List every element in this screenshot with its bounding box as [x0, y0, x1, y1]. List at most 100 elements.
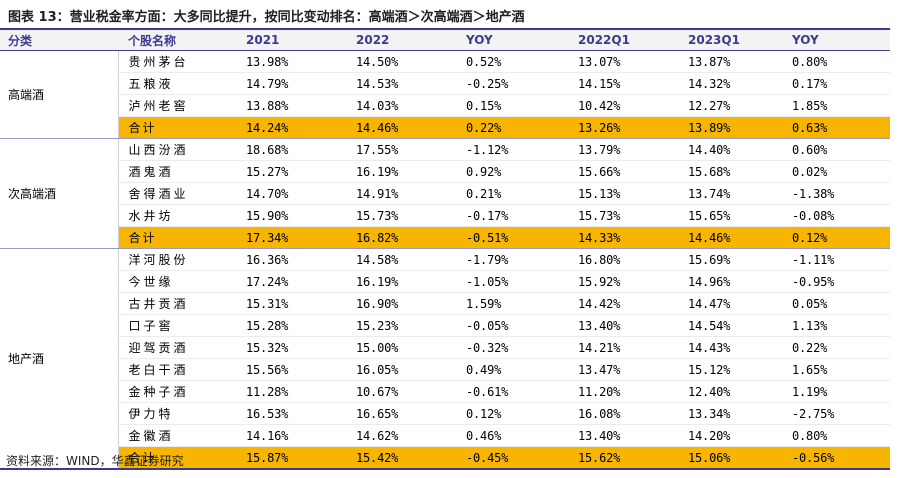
value-cell-yoyq: 1.85%: [782, 94, 890, 117]
value-cell-yoyq: -1.38%: [782, 182, 890, 205]
value-cell-v2023q1: 15.12%: [678, 358, 782, 381]
table-total-row: 合计 15.87% 15.42% -0.45% 15.62% 15.06% -0.56%: [0, 446, 890, 470]
value-cell-v2021: 17.34%: [236, 226, 346, 249]
value-cell-v2022q1: 16.80%: [568, 248, 678, 271]
stock-name-cell: 五粮液: [118, 72, 236, 95]
value-cell-v2023q1: 14.46%: [678, 226, 782, 249]
category-cell: 地产酒: [0, 248, 119, 470]
value-cell-v2022q1: 15.73%: [568, 204, 678, 227]
stock-name-cell: 泸州老窖: [118, 94, 236, 117]
value-cell-yoyq: 0.12%: [782, 226, 890, 249]
value-cell-v2022q1: 13.47%: [568, 358, 678, 381]
value-cell-v2022q1: 13.26%: [568, 116, 678, 139]
value-cell-yoy: -1.12%: [456, 138, 568, 161]
table-row: 酒鬼酒 15.27% 16.19% 0.92% 15.66% 15.68% 0.02%: [0, 160, 890, 183]
table-row: 金徽酒 14.16% 14.62% 0.46% 13.40% 14.20% 0.80%: [0, 424, 890, 447]
value-cell-yoy: -0.17%: [456, 204, 568, 227]
stock-name-cell: 洋河股份: [118, 248, 236, 271]
stock-name-cell: 伊力特: [118, 402, 236, 425]
value-cell-v2022q1: 15.66%: [568, 160, 678, 183]
value-cell-v2022q1: 15.13%: [568, 182, 678, 205]
category-cell: 高端酒: [0, 50, 119, 139]
value-cell-v2022q1: 10.42%: [568, 94, 678, 117]
value-cell-v2021: 15.31%: [236, 292, 346, 315]
value-cell-v2022q1: 15.92%: [568, 270, 678, 293]
value-cell-v2023q1: 13.89%: [678, 116, 782, 139]
value-cell-yoy: 0.52%: [456, 50, 568, 73]
value-cell-v2022: 14.62%: [346, 424, 456, 447]
value-cell-v2021: 16.36%: [236, 248, 346, 271]
value-cell-yoy: -0.32%: [456, 336, 568, 359]
value-cell-yoyq: 0.02%: [782, 160, 890, 183]
value-cell-v2021: 11.28%: [236, 380, 346, 403]
header-stock-name: 个股名称: [118, 28, 236, 51]
header-2023q1: 2023Q1: [678, 28, 782, 51]
value-cell-v2023q1: 15.06%: [678, 446, 782, 470]
value-cell-yoyq: -0.56%: [782, 446, 890, 470]
value-cell-yoyq: 1.65%: [782, 358, 890, 381]
value-cell-v2021: 13.98%: [236, 50, 346, 73]
value-cell-v2023q1: 15.68%: [678, 160, 782, 183]
value-cell-v2021: 15.27%: [236, 160, 346, 183]
value-cell-v2023q1: 14.40%: [678, 138, 782, 161]
value-cell-v2022: 14.03%: [346, 94, 456, 117]
header-yoy-annual: YOY: [456, 28, 568, 51]
value-cell-v2022: 14.58%: [346, 248, 456, 271]
value-cell-v2023q1: 14.32%: [678, 72, 782, 95]
value-cell-yoyq: -0.95%: [782, 270, 890, 293]
table-row: 水井坊 15.90% 15.73% -0.17% 15.73% 15.65% -0.08%: [0, 204, 890, 227]
value-cell-yoyq: 1.13%: [782, 314, 890, 337]
value-cell-v2022: 16.82%: [346, 226, 456, 249]
value-cell-v2021: 15.87%: [236, 446, 346, 470]
value-cell-v2023q1: 15.65%: [678, 204, 782, 227]
stock-name-cell: 金徽酒: [118, 424, 236, 447]
table-row: 五粮液 14.79% 14.53% -0.25% 14.15% 14.32% 0.17%: [0, 72, 890, 95]
source-note: 资料来源：WIND，华鑫证券研究: [6, 454, 184, 468]
value-cell-v2021: 17.24%: [236, 270, 346, 293]
value-cell-yoy: 0.49%: [456, 358, 568, 381]
value-cell-v2021: 18.68%: [236, 138, 346, 161]
value-cell-yoy: -0.05%: [456, 314, 568, 337]
table-row: 伊力特 16.53% 16.65% 0.12% 16.08% 13.34% -2.75%: [0, 402, 890, 425]
value-cell-v2023q1: 15.69%: [678, 248, 782, 271]
value-cell-yoy: 0.46%: [456, 424, 568, 447]
header-2021: 2021: [236, 28, 346, 51]
value-cell-yoy: 0.12%: [456, 402, 568, 425]
stock-name-cell: 贵州茅台: [118, 50, 236, 73]
value-cell-v2022q1: 13.07%: [568, 50, 678, 73]
value-cell-v2022: 15.23%: [346, 314, 456, 337]
value-cell-v2022: 15.00%: [346, 336, 456, 359]
value-cell-v2022q1: 13.79%: [568, 138, 678, 161]
value-cell-v2022q1: 13.40%: [568, 314, 678, 337]
value-cell-yoy: 1.59%: [456, 292, 568, 315]
value-cell-v2022: 16.65%: [346, 402, 456, 425]
table-body: 高端酒 贵州茅台 13.98% 14.50% 0.52% 13.07% 13.87% 0.80…: [0, 50, 890, 470]
value-cell-v2021: 14.70%: [236, 182, 346, 205]
value-cell-v2022: 16.05%: [346, 358, 456, 381]
value-cell-v2022: 14.91%: [346, 182, 456, 205]
value-cell-yoyq: 0.17%: [782, 72, 890, 95]
value-cell-v2022: 14.46%: [346, 116, 456, 139]
value-cell-v2022q1: 14.42%: [568, 292, 678, 315]
value-cell-v2022: 16.19%: [346, 270, 456, 293]
stock-name-cell: 合计: [118, 226, 236, 249]
stock-name-cell: 舍得酒业: [118, 182, 236, 205]
value-cell-v2021: 14.79%: [236, 72, 346, 95]
value-cell-yoy: -1.79%: [456, 248, 568, 271]
table-row: 高端酒 贵州茅台 13.98% 14.50% 0.52% 13.07% 13.87% 0.80…: [0, 50, 890, 139]
table-row: 次高端酒 山西汾酒 18.68% 17.55% -1.12% 13.79% 14.40% 0.…: [0, 138, 890, 249]
table-row: 迎驾贡酒 15.32% 15.00% -0.32% 14.21% 14.43% 0.22%: [0, 336, 890, 359]
stock-name-cell: 山西汾酒: [118, 138, 236, 161]
value-cell-yoy: -1.05%: [456, 270, 568, 293]
value-cell-yoyq: -1.11%: [782, 248, 890, 271]
table-row: 老白干酒 15.56% 16.05% 0.49% 13.47% 15.12% 1.65%: [0, 358, 890, 381]
category-cell: 次高端酒: [0, 138, 119, 249]
value-cell-v2023q1: 14.96%: [678, 270, 782, 293]
value-cell-v2022: 14.53%: [346, 72, 456, 95]
value-cell-v2022: 14.50%: [346, 50, 456, 73]
value-cell-v2022: 17.55%: [346, 138, 456, 161]
value-cell-v2021: 13.88%: [236, 94, 346, 117]
value-cell-v2022: 10.67%: [346, 380, 456, 403]
table-row: 舍得酒业 14.70% 14.91% 0.21% 15.13% 13.74% -1.38%: [0, 182, 890, 205]
value-cell-yoy: -0.45%: [456, 446, 568, 470]
